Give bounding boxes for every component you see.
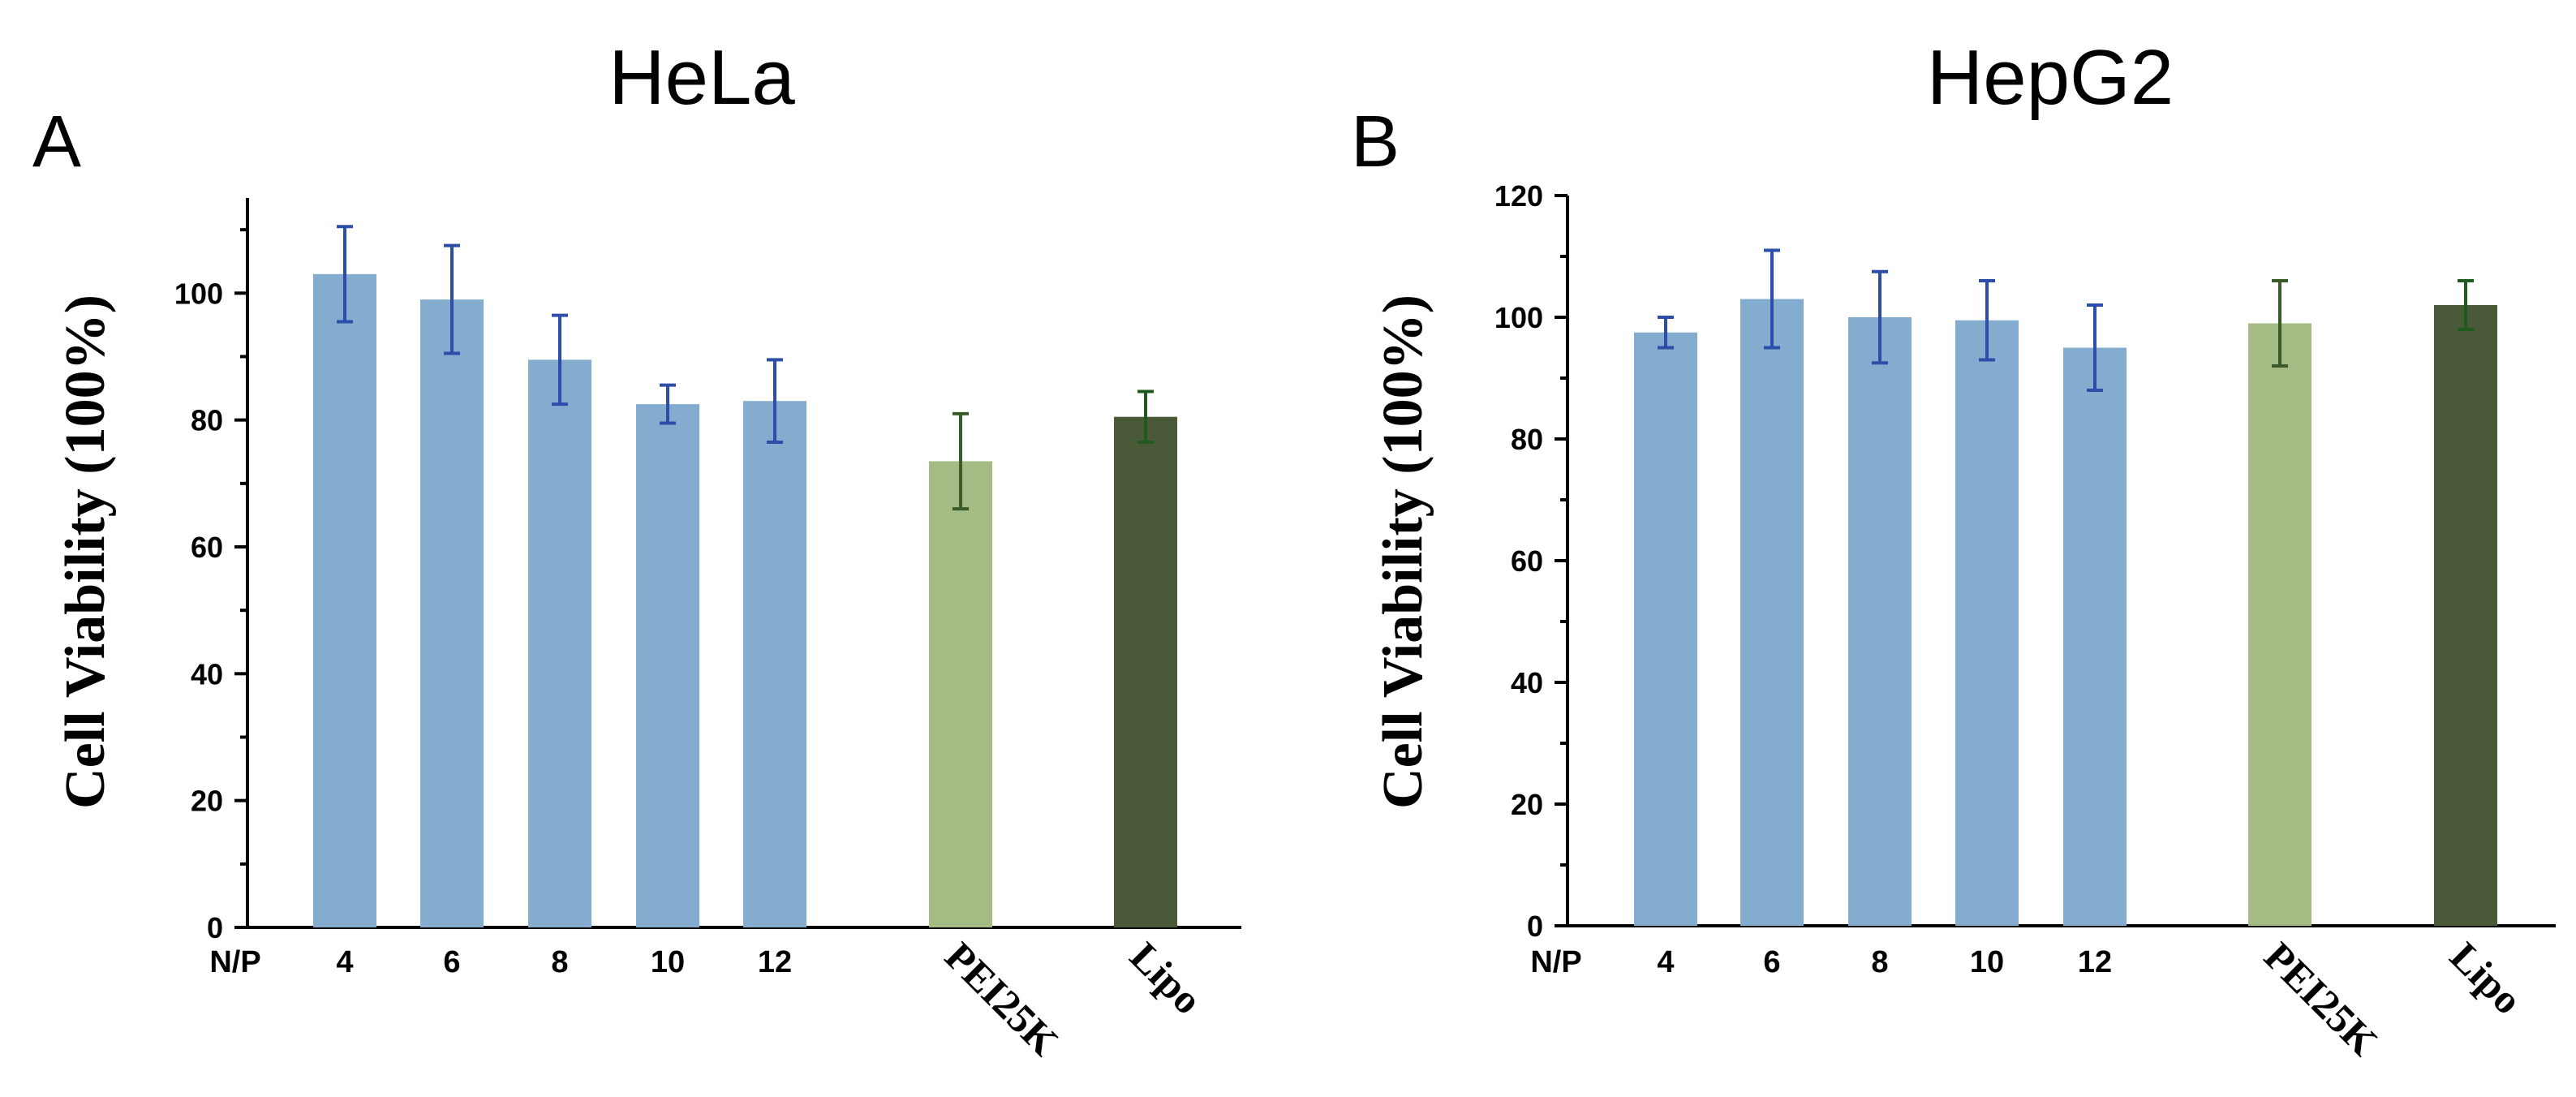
bar: [313, 273, 376, 927]
chart-title: HeLa: [609, 34, 795, 121]
x-category-label: 6: [1763, 945, 1780, 979]
np-prefix-label: N/P: [1530, 945, 1581, 979]
bar: [1955, 320, 2019, 926]
bar: [636, 404, 699, 927]
bar: [1848, 317, 1912, 926]
y-tick-label: 80: [1511, 423, 1543, 456]
bar: [929, 461, 992, 927]
bar: [2248, 323, 2312, 926]
bar: [420, 299, 484, 927]
y-tick-label: 0: [1527, 910, 1543, 943]
y-tick-label: 60: [1511, 544, 1543, 578]
y-tick-label: 60: [191, 531, 223, 564]
bar: [1114, 416, 1177, 927]
y-tick-label: 100: [1494, 301, 1543, 334]
y-axis-label: Cell Viability (100%): [54, 295, 117, 809]
panel-letter: A: [32, 101, 81, 183]
y-tick-label: 20: [191, 785, 223, 818]
bar: [1740, 299, 1804, 926]
x-category-label: 8: [1871, 945, 1888, 979]
x-category-label: 4: [336, 945, 353, 979]
y-tick-label: 120: [1494, 179, 1543, 213]
y-tick-label: 0: [207, 911, 223, 944]
bar: [2063, 347, 2127, 926]
x-category-label: 10: [651, 945, 685, 979]
x-category-label: Lipo: [2441, 933, 2531, 1022]
y-axis-label: Cell Viability (100%): [1372, 295, 1434, 809]
panel-a-hela-chart: HeLa A Cell Viability (100%) 0 20 40 60 80 100 N/…: [32, 34, 1241, 1065]
bar: [1634, 332, 1697, 926]
bar: [2434, 305, 2497, 926]
x-category-label: Lipo: [1121, 933, 1211, 1022]
x-category-label: 6: [443, 945, 460, 979]
y-tick-label: 80: [191, 404, 223, 437]
y-tick-label: 20: [1511, 788, 1543, 821]
y-tick-label: 40: [191, 657, 223, 690]
x-category-label: 12: [758, 945, 792, 979]
panel-letter: B: [1351, 101, 1400, 183]
x-category-label: PEI25K: [2256, 933, 2386, 1064]
y-tick-label: 40: [1511, 666, 1543, 699]
x-category-label: PEI25K: [936, 933, 1067, 1064]
bar: [743, 401, 806, 928]
np-prefix-label: N/P: [209, 945, 260, 979]
x-category-label: 10: [1970, 945, 2004, 979]
panel-b-hepg2-chart: HepG2 B Cell Viability (100%) 0 20 40 60 80 100 1…: [1351, 34, 2556, 1065]
x-category-label: 12: [2078, 945, 2112, 979]
chart-title: HepG2: [1927, 34, 2174, 121]
bar: [528, 359, 591, 927]
x-category-label: 8: [551, 945, 568, 979]
x-category-label: 4: [1657, 945, 1674, 979]
y-tick-label: 100: [174, 277, 223, 310]
